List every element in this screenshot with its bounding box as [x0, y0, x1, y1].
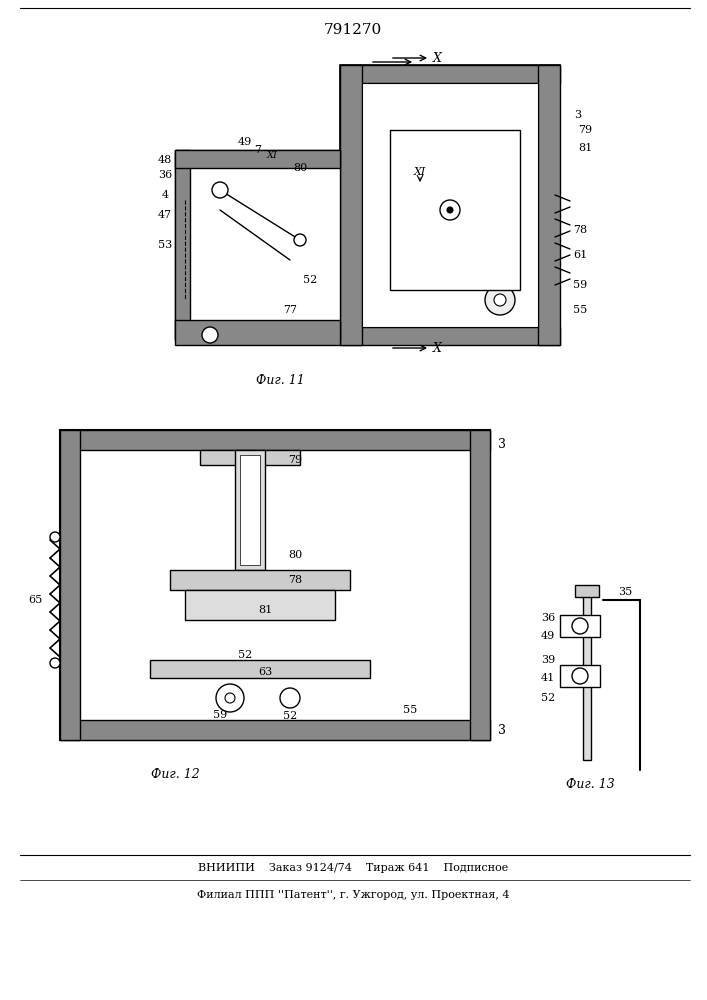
Bar — [60, 430, 80, 740]
Text: 4: 4 — [161, 190, 168, 200]
Text: X: X — [433, 51, 441, 64]
Bar — [340, 327, 560, 345]
Text: 52: 52 — [283, 711, 297, 721]
Text: 3: 3 — [574, 110, 582, 120]
Bar — [470, 430, 490, 740]
Text: 59: 59 — [573, 280, 587, 290]
Bar — [362, 83, 538, 327]
Bar — [60, 430, 490, 740]
Circle shape — [202, 327, 218, 343]
Bar — [560, 665, 600, 687]
Text: Фиг. 12: Фиг. 12 — [151, 768, 199, 782]
Text: 49: 49 — [541, 631, 555, 641]
Text: 80: 80 — [288, 550, 302, 560]
Bar — [538, 65, 560, 345]
Bar — [175, 150, 340, 168]
Bar — [185, 590, 335, 620]
Text: 79: 79 — [578, 125, 592, 135]
Text: 55: 55 — [573, 305, 587, 315]
Bar — [575, 585, 599, 597]
Text: 81: 81 — [578, 143, 592, 153]
Text: 81: 81 — [258, 605, 272, 615]
Circle shape — [447, 207, 453, 213]
Text: 53: 53 — [158, 240, 172, 250]
Bar — [583, 590, 591, 760]
Circle shape — [225, 693, 235, 703]
Circle shape — [294, 234, 306, 246]
Text: 35: 35 — [618, 587, 632, 597]
Bar — [175, 150, 190, 340]
Text: XI: XI — [414, 167, 426, 177]
Text: 41: 41 — [541, 673, 555, 683]
Text: 52: 52 — [303, 275, 317, 285]
Circle shape — [572, 618, 588, 634]
Text: 80: 80 — [293, 163, 307, 173]
Bar — [240, 455, 260, 565]
Text: ВНИИПИ    Заказ 9124/74    Тираж 641    Подписное: ВНИИПИ Заказ 9124/74 Тираж 641 Подписное — [198, 863, 508, 873]
Circle shape — [212, 182, 228, 198]
Bar — [60, 720, 490, 740]
Text: 791270: 791270 — [324, 23, 382, 37]
Circle shape — [50, 658, 60, 668]
Text: 61: 61 — [573, 250, 587, 260]
Bar — [60, 430, 490, 450]
Text: 52: 52 — [238, 650, 252, 660]
Bar — [340, 65, 560, 345]
Text: 48: 48 — [158, 155, 172, 165]
Text: 39: 39 — [541, 655, 555, 665]
Text: 52: 52 — [541, 693, 555, 703]
Text: 79: 79 — [288, 455, 302, 465]
Circle shape — [494, 294, 506, 306]
Bar — [560, 615, 600, 637]
Text: 77: 77 — [283, 305, 297, 315]
Text: 36: 36 — [541, 613, 555, 623]
Text: 47: 47 — [158, 210, 172, 220]
Circle shape — [440, 200, 460, 220]
Bar — [390, 130, 520, 290]
Circle shape — [485, 285, 515, 315]
Text: 49: 49 — [238, 137, 252, 147]
Bar — [200, 450, 300, 465]
Text: XI: XI — [267, 150, 277, 159]
Text: 65: 65 — [28, 595, 42, 605]
Bar — [175, 150, 340, 340]
Bar — [235, 450, 265, 570]
Circle shape — [572, 668, 588, 684]
Text: 7: 7 — [255, 145, 262, 155]
Text: 59: 59 — [213, 710, 227, 720]
Circle shape — [280, 688, 300, 708]
Text: 63: 63 — [258, 667, 272, 677]
Text: X: X — [433, 342, 441, 355]
Text: 3: 3 — [498, 438, 506, 452]
Text: 78: 78 — [288, 575, 302, 585]
Text: Фиг. 13: Фиг. 13 — [566, 778, 614, 792]
Text: 78: 78 — [573, 225, 587, 235]
Text: 3: 3 — [498, 724, 506, 736]
Text: 36: 36 — [158, 170, 172, 180]
Text: Филиал ППП ''Патент'', г. Ужгород, ул. Проектная, 4: Филиал ППП ''Патент'', г. Ужгород, ул. П… — [197, 890, 509, 900]
Bar — [150, 660, 370, 678]
Circle shape — [216, 684, 244, 712]
Text: Фиг. 11: Фиг. 11 — [256, 373, 305, 386]
Bar — [340, 65, 362, 345]
Bar — [175, 320, 340, 345]
Bar — [340, 65, 560, 83]
Bar — [170, 570, 350, 590]
Text: 55: 55 — [403, 705, 417, 715]
Circle shape — [50, 532, 60, 542]
